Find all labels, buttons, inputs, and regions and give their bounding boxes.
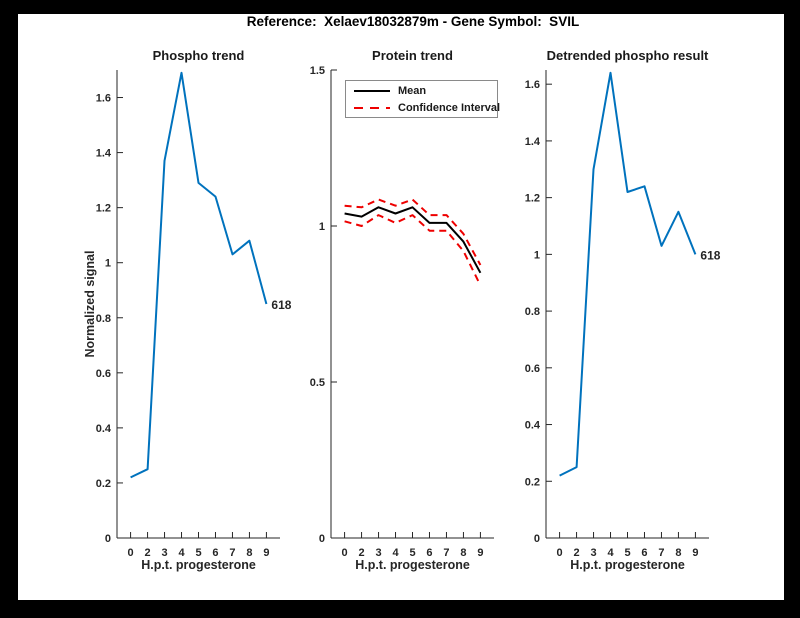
x-tick-label: 4 <box>607 547 614 559</box>
y-tick-label: 1.6 <box>96 93 111 105</box>
x-tick-label: 6 <box>212 547 218 559</box>
x-tick-label: 6 <box>641 547 647 559</box>
x-tick-label: 8 <box>246 547 252 559</box>
x-axis-label-protein: H.p.t. progesterone <box>355 558 470 572</box>
subplot-title-phospho-trend: Phospho trend <box>152 48 245 63</box>
x-tick-label: 9 <box>263 547 269 559</box>
y-tick-label: 0.2 <box>525 476 540 488</box>
confidence-interval-line-swatch-icon <box>354 106 390 109</box>
y-tick-label: 0.4 <box>525 420 541 432</box>
x-tick-label: 0 <box>557 547 563 559</box>
y-tick-label: 0.5 <box>310 377 325 389</box>
y-tick-label: 0.4 <box>96 423 112 435</box>
x-tick-label: 9 <box>692 547 698 559</box>
x-tick-label: 3 <box>161 547 167 559</box>
y-tick-label: 1 <box>105 258 111 270</box>
legend-label-mean: Mean <box>398 84 427 97</box>
legend-item-confidence-interval: Confidence Interval <box>346 100 501 115</box>
y-tick-label: 0.8 <box>525 306 540 318</box>
x-tick-label: 5 <box>409 547 415 559</box>
x-tick-label: 2 <box>574 547 580 559</box>
legend-box: Mean Confidence Interval <box>345 80 501 118</box>
series-phospho-signal-line <box>130 71 268 479</box>
y-tick-label: 1.2 <box>96 203 111 215</box>
y-axis-label: Normalized signal <box>83 250 97 358</box>
x-tick-label: 3 <box>590 547 596 559</box>
y-tick-label: 1 <box>534 249 540 261</box>
subplot-title-protein-trend: Protein trend <box>372 48 453 63</box>
x-axis-label-detrended: H.p.t. progesterone <box>570 558 685 572</box>
x-axis-label-phospho: H.p.t. progesterone <box>141 558 256 572</box>
y-tick-label: 0.8 <box>96 313 111 325</box>
x-tick-label: 8 <box>675 547 681 559</box>
x-tick-label: 9 <box>477 547 483 559</box>
x-tick-label: 5 <box>195 547 201 559</box>
series-mean-line <box>344 206 482 274</box>
x-tick-label: 0 <box>128 547 134 559</box>
y-tick-label: 1.4 <box>96 148 112 160</box>
legend-item-mean: Mean <box>346 83 497 98</box>
x-tick-label: 5 <box>624 547 630 559</box>
series-confidence-lower-line <box>344 214 482 286</box>
x-tick-label: 2 <box>145 547 151 559</box>
y-tick-label: 0.6 <box>525 363 540 375</box>
endpoint-label: 618 <box>700 248 720 262</box>
series-confidence-upper-line <box>344 198 482 266</box>
y-tick-label: 1.4 <box>525 136 541 148</box>
x-tick-label: 8 <box>460 547 466 559</box>
y-tick-label: 1 <box>319 221 325 233</box>
y-tick-label: 0 <box>534 533 540 545</box>
x-tick-label: 4 <box>178 547 185 559</box>
x-tick-label: 0 <box>342 547 348 559</box>
x-tick-label: 2 <box>359 547 365 559</box>
mean-line-swatch-icon <box>354 89 390 92</box>
legend-label-confidence-interval: Confidence Interval <box>398 101 501 114</box>
x-tick-label: 4 <box>392 547 399 559</box>
y-tick-label: 0.2 <box>96 478 111 490</box>
y-tick-label: 0 <box>105 533 111 545</box>
x-tick-label: 7 <box>658 547 664 559</box>
x-tick-label: 3 <box>375 547 381 559</box>
y-tick-label: 1.2 <box>525 193 540 205</box>
y-tick-label: 1.6 <box>525 79 540 91</box>
x-tick-label: 7 <box>443 547 449 559</box>
figure-title: Reference: Xelaev18032879m - Gene Symbol… <box>246 14 580 29</box>
y-tick-label: 0 <box>319 533 325 545</box>
endpoint-label: 618 <box>271 298 291 312</box>
series-detrended-phospho-signal-line <box>559 71 697 477</box>
y-tick-label: 0.6 <box>96 368 111 380</box>
subplot-title-detrended-phospho: Detrended phospho result <box>546 48 709 63</box>
y-tick-label: 1.5 <box>310 65 325 77</box>
x-tick-label: 6 <box>426 547 432 559</box>
x-tick-label: 7 <box>229 547 235 559</box>
